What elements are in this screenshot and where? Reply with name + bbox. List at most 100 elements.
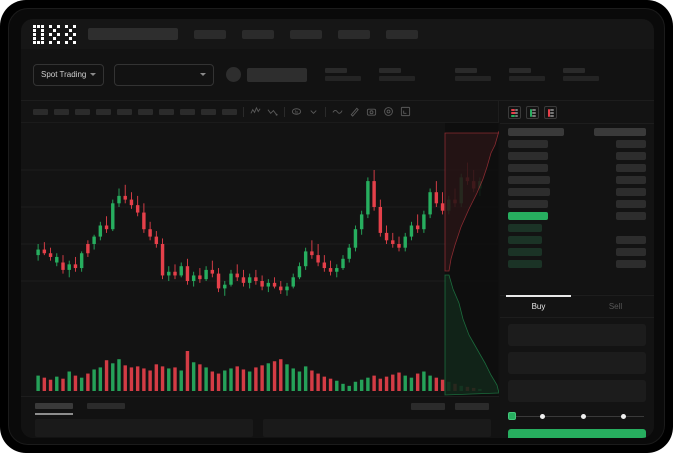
pair-price-placeholder	[247, 67, 308, 82]
timeframe-button-4[interactable]	[96, 108, 111, 115]
orderbook-row[interactable]	[500, 260, 654, 270]
pair-avatar	[226, 67, 242, 82]
orderbook-row[interactable]	[500, 224, 654, 234]
timeframe-button-6[interactable]	[138, 108, 153, 115]
okx-logo[interactable]	[33, 24, 76, 44]
timeframe-button-2[interactable]	[54, 108, 69, 115]
chevron-down-icon	[200, 73, 207, 76]
footer-action-1[interactable]	[411, 403, 445, 410]
pair-select[interactable]	[114, 63, 215, 86]
camera-icon[interactable]	[366, 106, 377, 117]
orderbook-rows[interactable]	[500, 124, 654, 270]
timeframe-button-5[interactable]	[117, 108, 132, 115]
order-total-field[interactable]	[508, 380, 646, 402]
timeframe-button-8[interactable]	[180, 108, 195, 115]
nav-item-5[interactable]	[386, 29, 418, 39]
spot-trading-select[interactable]: Spot Trading	[33, 63, 105, 86]
orderbook-ask-bar	[616, 164, 646, 172]
nav-item-2[interactable]	[242, 29, 274, 39]
orderbook-row[interactable]	[500, 236, 654, 246]
chart-toolbar: fx	[21, 101, 499, 123]
orderbook-ask-bar	[616, 200, 646, 208]
line-tool-icon[interactable]	[332, 106, 343, 117]
footer-tab-open-orders[interactable]	[35, 403, 73, 415]
orderbook-row[interactable]	[500, 128, 654, 138]
tab-buy-label: Buy	[531, 302, 546, 311]
footer-content-blocks	[35, 419, 491, 437]
stat-24h-low	[509, 68, 546, 81]
orderbook-view-asks-icon[interactable]	[544, 106, 557, 119]
slider-stop-25[interactable]	[540, 413, 545, 419]
orderbook-ask-bar	[616, 212, 646, 220]
orderbook-row[interactable]	[500, 152, 654, 162]
orderbook-panel	[500, 101, 654, 294]
tab-buy[interactable]: Buy	[500, 295, 577, 317]
svg-text:fx: fx	[295, 109, 299, 114]
orderbook-view-bids-icon[interactable]	[526, 106, 539, 119]
toolbar-divider	[243, 106, 244, 117]
buy-sell-tabs: Buy Sell	[500, 295, 654, 318]
orderbook-bid-bar	[508, 128, 564, 136]
toolbar-divider	[284, 106, 285, 117]
orderbook-ask-bar	[616, 140, 646, 148]
indicators-icon[interactable]	[250, 106, 261, 117]
footer-block-right	[263, 419, 491, 437]
nav-item-4[interactable]	[338, 29, 370, 39]
orderbook-view-both-icon[interactable]	[508, 106, 521, 119]
chevron-down-icon[interactable]	[308, 106, 319, 117]
orderbook-row[interactable]	[500, 188, 654, 198]
orderbook-ask-bar	[616, 260, 646, 268]
chart-panel: fx	[21, 101, 499, 396]
stat-24h-high	[455, 68, 492, 81]
orderbook-bid-bar	[508, 140, 548, 148]
timeframe-button-10[interactable]	[222, 108, 237, 115]
orderbook-bid-bar	[508, 152, 548, 160]
chart-type-icon[interactable]	[267, 106, 278, 117]
footer-tab-order-history[interactable]	[87, 403, 125, 409]
fullscreen-icon[interactable]	[400, 106, 411, 117]
percent-slider[interactable]	[508, 411, 646, 421]
spot-trading-label: Spot Trading	[41, 70, 87, 79]
orderbook-row[interactable]	[500, 200, 654, 210]
orderbook-row[interactable]	[500, 140, 654, 150]
footer-action-2[interactable]	[455, 403, 489, 410]
slider-track	[510, 415, 644, 417]
orderbook-bid-bar	[508, 248, 542, 256]
orderbook-row[interactable]	[500, 164, 654, 174]
orders-footer-panel	[21, 396, 499, 438]
candlestick-chart[interactable]	[21, 123, 499, 396]
orderbook-bid-bar	[508, 200, 548, 208]
orderbook-row[interactable]	[500, 212, 654, 222]
order-price-field[interactable]	[508, 324, 646, 346]
orderbook-bid-bar	[508, 224, 542, 232]
stat-24h-change	[379, 68, 416, 81]
orderbook-view-icons	[500, 101, 654, 124]
nav-item-1[interactable]	[194, 29, 226, 39]
order-amount-field[interactable]	[508, 352, 646, 374]
orderbook-row[interactable]	[500, 176, 654, 186]
trade-form-panel: Buy Sell	[500, 295, 654, 438]
timeframe-button-1[interactable]	[33, 108, 48, 115]
slider-handle[interactable]	[508, 412, 516, 420]
timeframe-button-3[interactable]	[75, 108, 90, 115]
timeframe-button-9[interactable]	[201, 108, 216, 115]
compare-icon[interactable]: fx	[291, 106, 302, 117]
slider-stop-50[interactable]	[581, 413, 586, 419]
nav-item-3[interactable]	[290, 29, 322, 39]
tab-sell[interactable]: Sell	[577, 296, 654, 317]
orderbook-ask-bar	[616, 248, 646, 256]
stat-last-price	[325, 68, 362, 81]
orderbook-ask-bar	[616, 236, 646, 244]
market-header: Spot Trading	[21, 49, 654, 101]
settings-icon[interactable]	[383, 106, 394, 117]
orderbook-ask-bar	[616, 176, 646, 184]
timeframe-button-7[interactable]	[159, 108, 174, 115]
submit-buy-button[interactable]	[508, 429, 646, 438]
slider-stop-75[interactable]	[621, 413, 626, 419]
orderbook-ask-bar	[616, 152, 646, 160]
pencil-icon[interactable]	[349, 106, 360, 117]
orderbook-bid-bar	[508, 188, 550, 196]
orderbook-row[interactable]	[500, 248, 654, 258]
tab-sell-label: Sell	[608, 302, 623, 311]
